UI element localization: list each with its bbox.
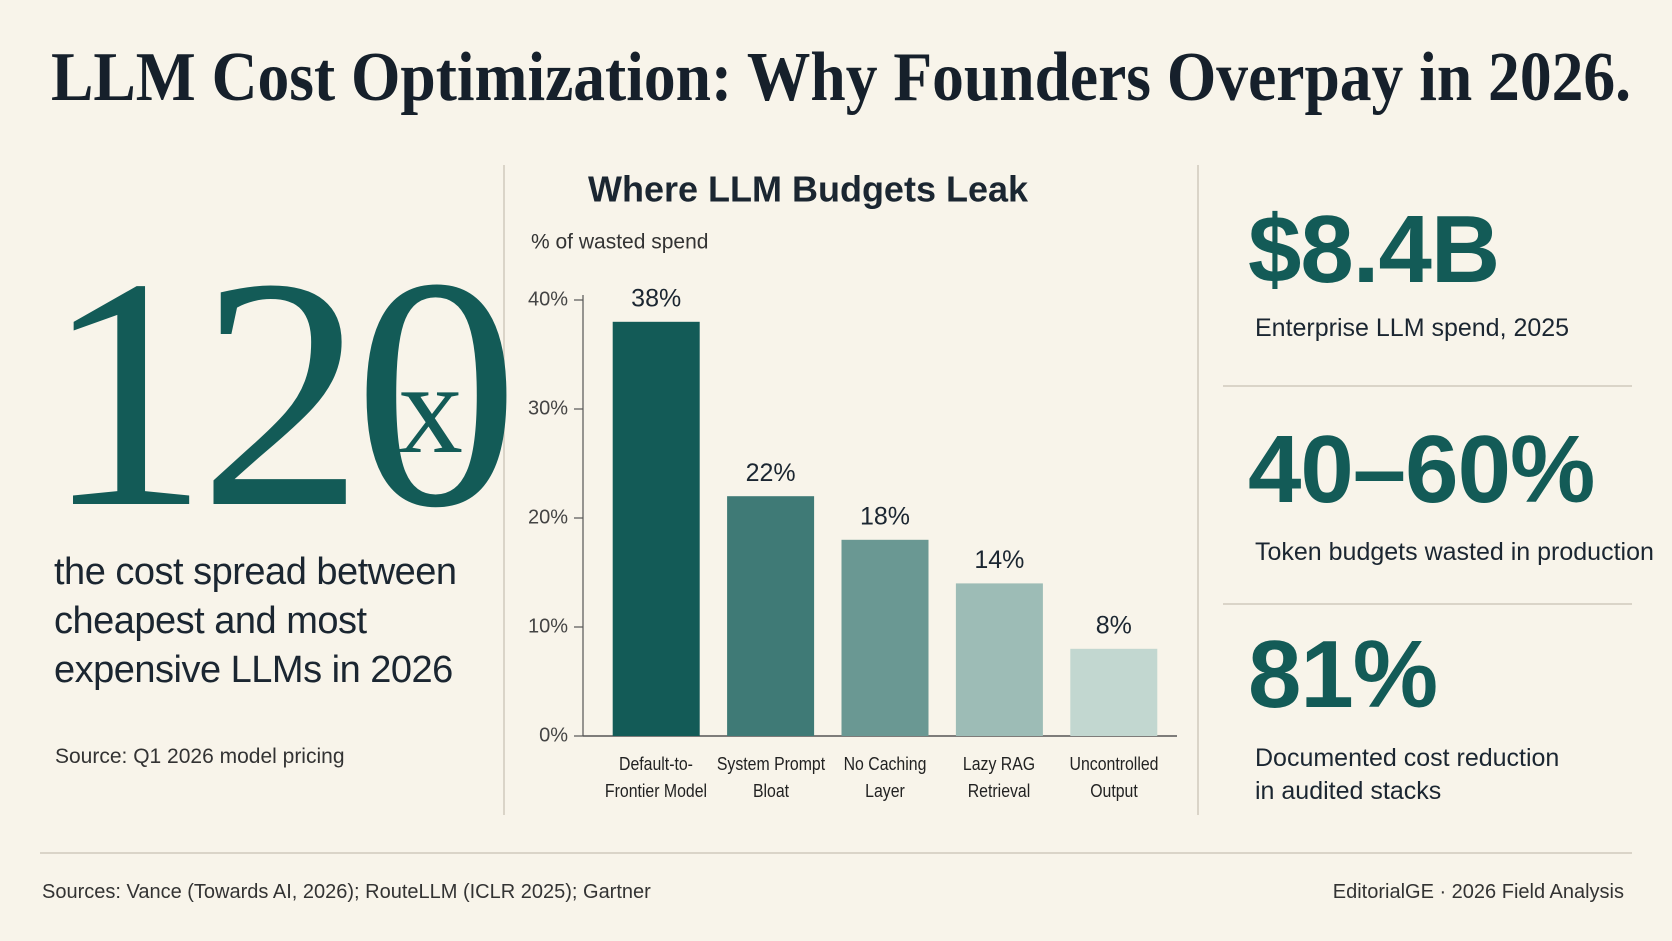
stat-label: Documented cost reduction in audited sta… <box>1255 744 1560 805</box>
y-tick-label: 30% <box>528 397 568 419</box>
bar-chart: 0% 10% 20% 30% 40% 38% 22% 18% 14% 8% <box>528 284 1177 746</box>
footer-credit: EditorialGE · 2026 Field Analysis <box>1332 881 1624 903</box>
x-tick-label: Uncontrolled Output <box>1069 754 1159 801</box>
y-tick-label: 40% <box>528 288 568 310</box>
y-tick-label: 20% <box>528 506 568 528</box>
stat-value: 40–60% <box>1248 416 1595 523</box>
value-label: 18% <box>860 502 910 530</box>
x-tick-label: No Caching Layer <box>843 754 927 801</box>
y-axis-label: % of wasted spend <box>531 231 708 254</box>
bar <box>955 583 1043 736</box>
x-tick-label: Default-to-Frontier Model <box>605 754 708 801</box>
chart-title: Where LLM Budgets Leak <box>588 169 1029 210</box>
stat-label: Token budgets wasted in production <box>1255 538 1654 566</box>
hero-number: 120 <box>44 211 509 576</box>
hero-source: Source: Q1 2026 model pricing <box>55 745 345 768</box>
y-tick-label: 0% <box>539 724 568 746</box>
title: LLM Cost Optimization: Why Founders Over… <box>51 39 1631 116</box>
stat-value: $8.4B <box>1248 196 1500 303</box>
hero-suffix: x <box>398 337 463 481</box>
x-tick-label: Lazy RAG Retrieval <box>963 754 1036 801</box>
bar <box>841 539 929 736</box>
bar <box>612 321 700 736</box>
stat-label: Enterprise LLM spend, 2025 <box>1255 314 1570 342</box>
footer-sources: Sources: Vance (Towards AI, 2026); Route… <box>42 881 651 903</box>
bar <box>1070 648 1158 736</box>
value-label: 22% <box>746 459 796 487</box>
stat-value: 81% <box>1248 621 1438 728</box>
value-label: 14% <box>974 546 1024 574</box>
bar <box>727 496 815 736</box>
y-tick-label: 10% <box>528 615 568 637</box>
x-tick-label: System Prompt Bloat <box>716 754 825 801</box>
value-label: 38% <box>631 284 681 312</box>
hero-caption: the cost spread between cheapest and mos… <box>54 551 457 691</box>
value-label: 8% <box>1096 611 1132 639</box>
